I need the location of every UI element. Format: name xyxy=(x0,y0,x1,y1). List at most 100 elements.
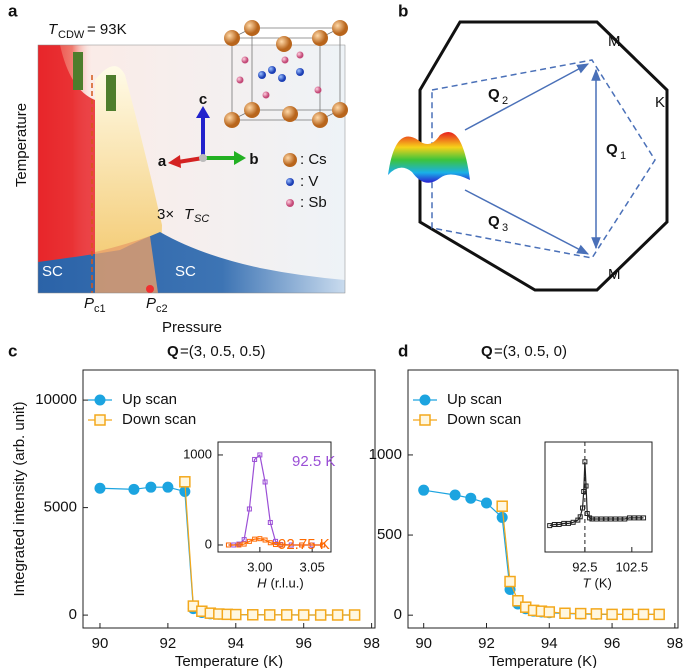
data-point xyxy=(331,609,344,621)
data-point xyxy=(583,483,589,489)
legend-marker xyxy=(94,394,106,406)
q-label: Q xyxy=(488,86,500,103)
x-tick-label: 92 xyxy=(478,635,495,652)
brillouin-zone xyxy=(418,20,669,292)
data-point xyxy=(636,515,642,521)
panel-letter: b xyxy=(398,1,408,20)
x-tick-label: 90 xyxy=(415,635,432,652)
x-tick-label: 3.00 xyxy=(247,559,272,574)
chart-title: =(3, 0.5, 0.5) xyxy=(180,343,265,360)
legend-label: : Sb xyxy=(300,194,327,211)
data-point xyxy=(577,514,583,520)
data-point xyxy=(565,520,571,526)
data-point xyxy=(241,541,247,547)
x-tick-label: 98 xyxy=(363,635,380,652)
data-point xyxy=(561,520,567,526)
data-point xyxy=(496,500,508,512)
data-point xyxy=(94,482,106,494)
series-label: 92.75 K xyxy=(278,536,330,553)
x-label-symbol: T xyxy=(583,575,592,590)
x-label: (r.l.u.) xyxy=(271,575,304,590)
data-point xyxy=(580,505,586,511)
q-sub: 2 xyxy=(502,95,508,107)
pc1-sub: c1 xyxy=(94,303,106,315)
x-tick-label: 96 xyxy=(604,635,621,652)
y-tick-label: 1000 xyxy=(369,446,402,463)
series-line xyxy=(228,538,323,546)
data-point xyxy=(617,516,623,522)
data-point xyxy=(612,516,618,522)
data-point xyxy=(547,523,553,529)
panel-a: a T CDW = 93K Temperature SC SC 3× T SC … xyxy=(8,1,348,336)
data-point xyxy=(179,476,191,488)
pc2-dot xyxy=(146,285,154,293)
sc-label: SC xyxy=(42,263,63,280)
panel-letter: c xyxy=(8,341,17,360)
x-tick-label: 92.5 xyxy=(572,559,597,574)
point-label: K xyxy=(655,94,665,111)
frame xyxy=(37,44,346,294)
data-point xyxy=(626,515,632,521)
data-point xyxy=(622,608,634,621)
data-point xyxy=(257,452,263,458)
legend-label: : V xyxy=(300,173,318,190)
data-point xyxy=(603,516,609,522)
data-point xyxy=(297,609,310,621)
plot-frame xyxy=(544,441,653,553)
tcdw-symbol: T xyxy=(48,21,59,38)
x-tick-label: 94 xyxy=(227,635,244,652)
data-point xyxy=(641,515,647,521)
x-tick-label: 102.5 xyxy=(616,559,649,574)
data-point xyxy=(594,516,600,522)
legend-label: Down scan xyxy=(447,411,521,428)
data-point xyxy=(267,540,273,546)
x-label: Temperature (K) xyxy=(175,653,283,668)
pc1-symbol: P xyxy=(84,295,94,312)
panel-b: b M K M Q 2 Q 1 Q 3 xyxy=(388,1,669,292)
data-point xyxy=(241,537,247,543)
data-point xyxy=(314,609,327,621)
data-point xyxy=(299,542,305,548)
q-label: Q xyxy=(606,141,618,158)
data-point xyxy=(622,516,628,522)
axis-label: a xyxy=(158,153,167,170)
x-tick-label: 92 xyxy=(160,635,177,652)
tsc-symbol: T xyxy=(184,206,195,223)
data-point xyxy=(225,542,231,548)
data-point xyxy=(449,489,461,501)
data-point xyxy=(246,538,252,544)
data-point xyxy=(278,542,284,548)
y-tick-label: 0 xyxy=(394,606,402,623)
bar-marker xyxy=(73,52,83,90)
data-point xyxy=(581,489,587,494)
data-point xyxy=(598,516,604,522)
bar-marker xyxy=(106,75,116,111)
data-point xyxy=(246,506,252,512)
data-point xyxy=(606,608,618,621)
data-point xyxy=(590,608,603,620)
x-tick-label: 3.05 xyxy=(300,559,325,574)
data-point xyxy=(574,607,587,620)
q-sub: 3 xyxy=(502,222,508,234)
x-tick-label: 94 xyxy=(541,635,558,652)
data-point xyxy=(179,485,191,497)
x-tick-label: 90 xyxy=(92,635,109,652)
data-point xyxy=(556,522,562,527)
tsc-sub: SC xyxy=(194,213,209,225)
data-point xyxy=(570,519,576,525)
data-point xyxy=(512,595,524,607)
y-label: Integrated intensity (arb. unit) xyxy=(11,401,28,596)
data-point xyxy=(543,606,556,618)
data-point xyxy=(637,608,650,621)
y-tick-label: 1000 xyxy=(183,446,212,461)
axis-label: b xyxy=(249,151,258,168)
crystal-atoms xyxy=(224,20,348,128)
sc-label: SC xyxy=(175,263,196,280)
data-point xyxy=(267,519,273,525)
x-label-symbol: H xyxy=(257,575,267,590)
legend-marker xyxy=(283,153,297,167)
data-point xyxy=(551,522,557,527)
data-point xyxy=(273,542,279,548)
data-point xyxy=(589,516,595,522)
